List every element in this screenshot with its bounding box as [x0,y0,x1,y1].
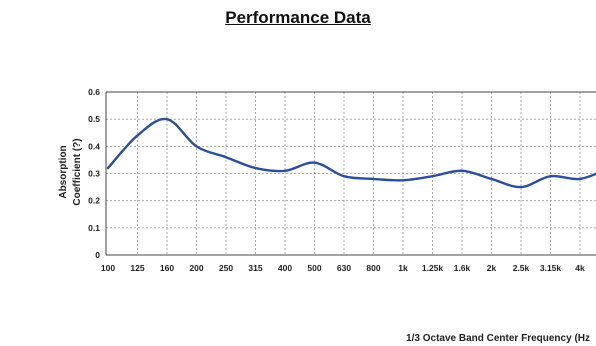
x-tick-label: 400 [278,263,292,273]
x-tick-label: 1k [398,263,408,273]
x-tick-label: 500 [307,263,321,273]
x-tick-label: 1.25k [422,263,444,273]
grid [106,91,596,255]
x-tick-label: 630 [337,263,351,273]
page-title: Performance Data [225,8,371,27]
axes [105,91,596,256]
y-tick-label: 0.2 [88,196,100,206]
x-tick-label: 160 [160,263,174,273]
y-axis-title-line1: Absorption [58,145,69,198]
y-tick-label: 0 [95,250,100,260]
x-tick-label: 800 [366,263,380,273]
series-layer [106,117,596,189]
y-tick-label: 0.1 [88,223,100,233]
x-axis-title: 1/3 Octave Band Center Frequency (Hz [406,333,590,344]
y-tick-label: 0.6 [88,87,100,97]
x-tick-label: 2k [487,263,497,273]
x-tick-label: 250 [219,263,233,273]
x-tick-label: 315 [248,263,262,273]
x-tick-label: 2.5k [513,263,530,273]
x-tick-label: 100 [101,263,115,273]
y-tick-labels: 0 0.1 0.2 0.3 0.4 0.5 0.6 [88,87,100,260]
y-tick-label: 0.5 [88,114,100,124]
x-tick-label: 4k [575,263,585,273]
y-tick-label: 0.4 [88,141,100,151]
x-tick-label: 125 [130,263,144,273]
x-tick-label: 200 [189,263,203,273]
x-tick-label: 1.6k [454,263,471,273]
x-tick-label: 3.15k [540,263,562,273]
y-axis-title-line2: Coefficient (?) [72,138,83,205]
y-tick-label: 0.3 [88,169,100,179]
series-line [106,117,596,189]
x-tick-labels: 100 125 160 200 250 315 400 500 630 800 1k 1.25k 1.6… [101,263,585,273]
